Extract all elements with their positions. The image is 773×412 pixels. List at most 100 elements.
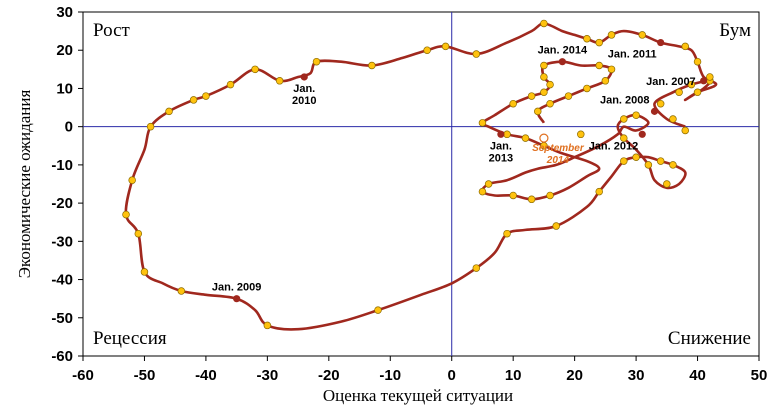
x-tick-label: -50 [134,367,156,384]
data-point [484,180,493,188]
data-point [263,321,272,330]
data-point [693,88,702,97]
y-tick-label: -10 [51,157,73,174]
data-point [540,73,548,81]
data-point [140,268,149,276]
data-point [607,31,616,39]
x-tick-label: 40 [689,367,706,384]
data-point [177,287,186,295]
ann-jan-2014: Jan. 2014 [538,45,588,57]
annotation-point [700,77,708,85]
x-tick-label: -40 [195,367,217,384]
quadrant-label-q-tl: Рост [93,20,131,41]
x-tick-label: -10 [379,367,401,384]
y-axis-title: Экономические ожидания [15,90,34,279]
annotation-line: Jan. 2008 [600,94,650,106]
data-point [312,57,321,66]
x-tick-label: -20 [318,367,340,384]
data-point [595,38,603,47]
y-tick-label: -20 [51,195,73,212]
y-tick-label: -30 [51,233,73,250]
annotation-line: Jan. [293,83,315,95]
data-point [509,191,517,200]
annotation-point [657,38,665,47]
data-point [527,92,536,100]
data-point [564,92,573,100]
annotation-line: September [532,143,585,154]
y-tick-label: 0 [65,119,73,136]
x-tick-label: 0 [448,367,456,384]
x-tick-label: 10 [505,367,522,384]
series-markers [122,19,714,330]
ann-jan-2007: Jan. 2007 [646,76,696,88]
data-point [503,229,511,238]
data-point [546,191,554,200]
data-point [189,96,198,104]
data-point [632,153,640,161]
data-point [669,161,677,169]
data-point [583,84,591,93]
annotation-markers [233,38,708,303]
data-point [478,187,487,196]
data-point [552,222,560,230]
data-point [656,157,665,165]
trajectory-line [124,22,718,331]
data-point [202,92,210,100]
ann-jan-2012: Jan. 2012 [589,140,639,152]
data-point [577,130,585,139]
data-point [527,195,536,204]
quadrant-labels: Рост Бум Рецессия Снижение [93,20,751,349]
data-point [595,61,603,70]
data-point [472,264,481,272]
x-axis-title: Оценка текущей ситуации [323,386,513,405]
data-point [128,176,136,184]
annotation-line: 2010 [292,95,316,107]
data-point [693,57,702,66]
data-point [607,65,616,74]
annotation-point [650,107,659,115]
data-point [620,115,628,123]
highlight-point [539,133,549,143]
x-tick-label: 30 [628,367,645,384]
data-point [226,80,235,89]
data-point [503,130,511,139]
data-point [687,80,696,89]
data-point [540,61,548,70]
y-tick-label: 20 [56,42,73,59]
data-point [509,99,517,108]
data-point [134,229,143,238]
tick-labels: -60 -50 -40 -30 -20 -10 0 10 20 30 40 50 -60 -50 -40 -3… [51,4,767,384]
annotation-line: Jan. 2011 [608,49,657,61]
data-point [165,107,173,116]
data-point [546,80,554,89]
data-point [374,306,382,314]
data-point [122,210,130,219]
data-point [620,134,628,142]
series-line [124,22,718,331]
annotation-point [638,130,646,138]
quadrant-label-q-br: Снижение [668,328,751,349]
data-point [521,134,530,142]
annotation-line: Jan. 2012 [589,140,639,152]
data-point [675,88,683,97]
data-point [620,157,628,165]
annotation-line: Jan. [490,140,512,152]
x-tick-label: 50 [751,367,768,384]
data-point [681,42,690,51]
ann-sep-2014: September 2014 [532,143,585,166]
quadrant-label-q-tr: Бум [719,20,751,41]
annotation-line: Jan. 2007 [646,76,696,88]
annotation-point [497,130,505,138]
annotation-line: 2014 [546,155,570,166]
data-point [638,31,646,39]
annotation-line: Jan. 2009 [212,282,262,294]
ann-jan-2008: Jan. 2008 [600,94,650,106]
data-point [583,35,591,43]
ann-jan-2011: Jan. 2011 [608,49,657,61]
data-point [663,180,671,188]
data-point [146,122,155,131]
y-tick-label: -60 [51,348,73,365]
data-point [595,187,603,196]
annotation-line: 2013 [489,152,513,164]
